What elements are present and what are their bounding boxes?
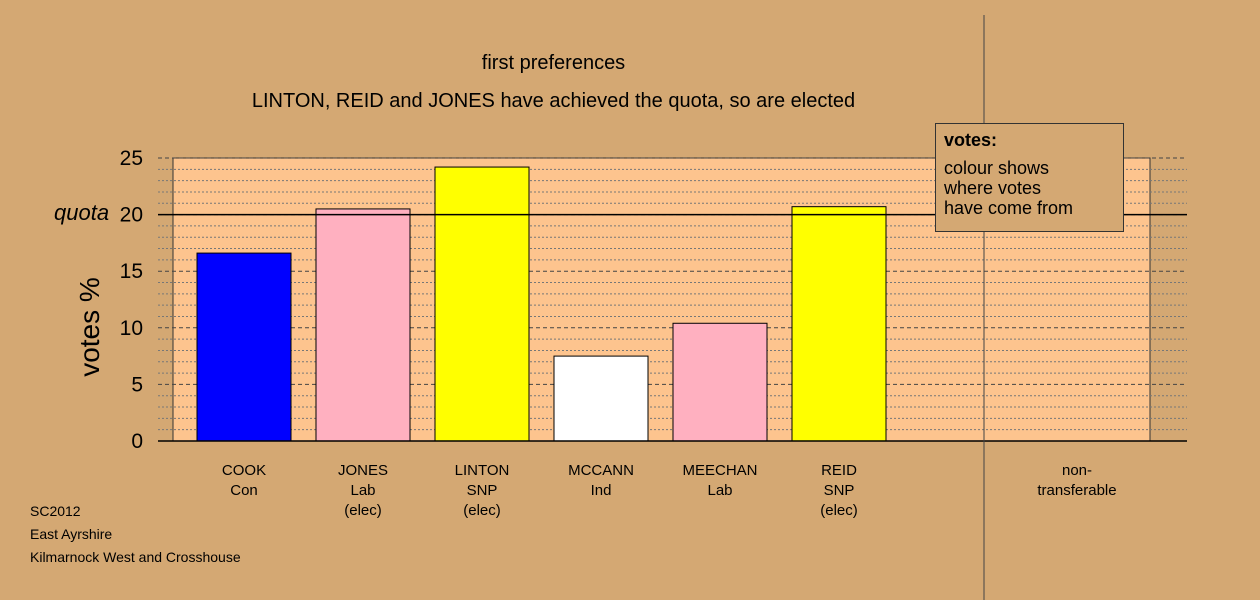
y-tick-label: 25 (120, 147, 143, 170)
y-tick-label: 5 (131, 373, 143, 396)
footer-council: East Ayrshire (30, 526, 113, 542)
x-tick-label-linton: LINTON SNP (elec) (422, 461, 542, 521)
x-tick-label-mccann: MCCANN Ind (541, 461, 661, 501)
candidate-party: SNP (466, 482, 498, 499)
quota-label: quota (54, 200, 110, 225)
legend-line-2: where votes (944, 178, 1042, 198)
legend-line-3: have come from (944, 198, 1074, 218)
bar-jones (315, 208, 411, 442)
candidate-name: COOK (221, 462, 267, 479)
nontransferable-label: non- transferable (1017, 461, 1137, 501)
y-tick-label: 0 (131, 430, 143, 453)
bar-reid (791, 206, 887, 442)
nontransferable-label-line-1: non- (1061, 462, 1093, 479)
y-tick-label: 20 (120, 204, 143, 227)
legend-title: votes: (944, 130, 998, 150)
candidate-status: (elec) (820, 502, 858, 519)
x-tick-label-reid: REID SNP (elec) (779, 461, 899, 521)
bar-mccann (553, 355, 649, 442)
candidate-name: MCCANN (568, 462, 634, 479)
candidate-party: Lab (350, 482, 376, 499)
footer: SC2012 East Ayrshire Kilmarnock West and… (30, 500, 241, 569)
y-tick-label: 15 (120, 260, 143, 283)
x-tick-label-cook: COOK Con (184, 461, 304, 501)
bar-meechan (672, 322, 768, 442)
candidate-party: Ind (590, 482, 612, 499)
bar-cook (196, 252, 292, 442)
candidate-status: (elec) (463, 502, 501, 519)
candidate-name: MEECHAN (682, 462, 758, 479)
candidate-party: Con (230, 482, 258, 499)
candidate-party: Lab (707, 482, 733, 499)
x-tick-label-jones: JONES Lab (elec) (303, 461, 423, 521)
bar-linton (434, 166, 530, 442)
y-tick-label: 10 (120, 317, 143, 340)
candidate-status: (elec) (344, 502, 382, 519)
legend-line-1: colour shows (944, 158, 1050, 178)
x-tick-label-meechan: MEECHAN Lab (660, 461, 780, 501)
nontransferable-label-line-2: transferable (1037, 482, 1117, 499)
y-axis-label: votes % (74, 277, 105, 377)
footer-ward: Kilmarnock West and Crosshouse (30, 549, 241, 565)
candidate-name: JONES (337, 462, 388, 479)
candidate-name: REID (821, 462, 857, 479)
candidate-party: SNP (823, 482, 855, 499)
footer-election: SC2012 (30, 503, 81, 519)
legend-box: votes: colour shows where votes have com… (935, 123, 1124, 232)
chart-subtitle: LINTON, REID and JONES have achieved the… (251, 90, 856, 112)
candidate-name: LINTON (454, 462, 510, 479)
chart-title: first preferences (481, 52, 626, 74)
